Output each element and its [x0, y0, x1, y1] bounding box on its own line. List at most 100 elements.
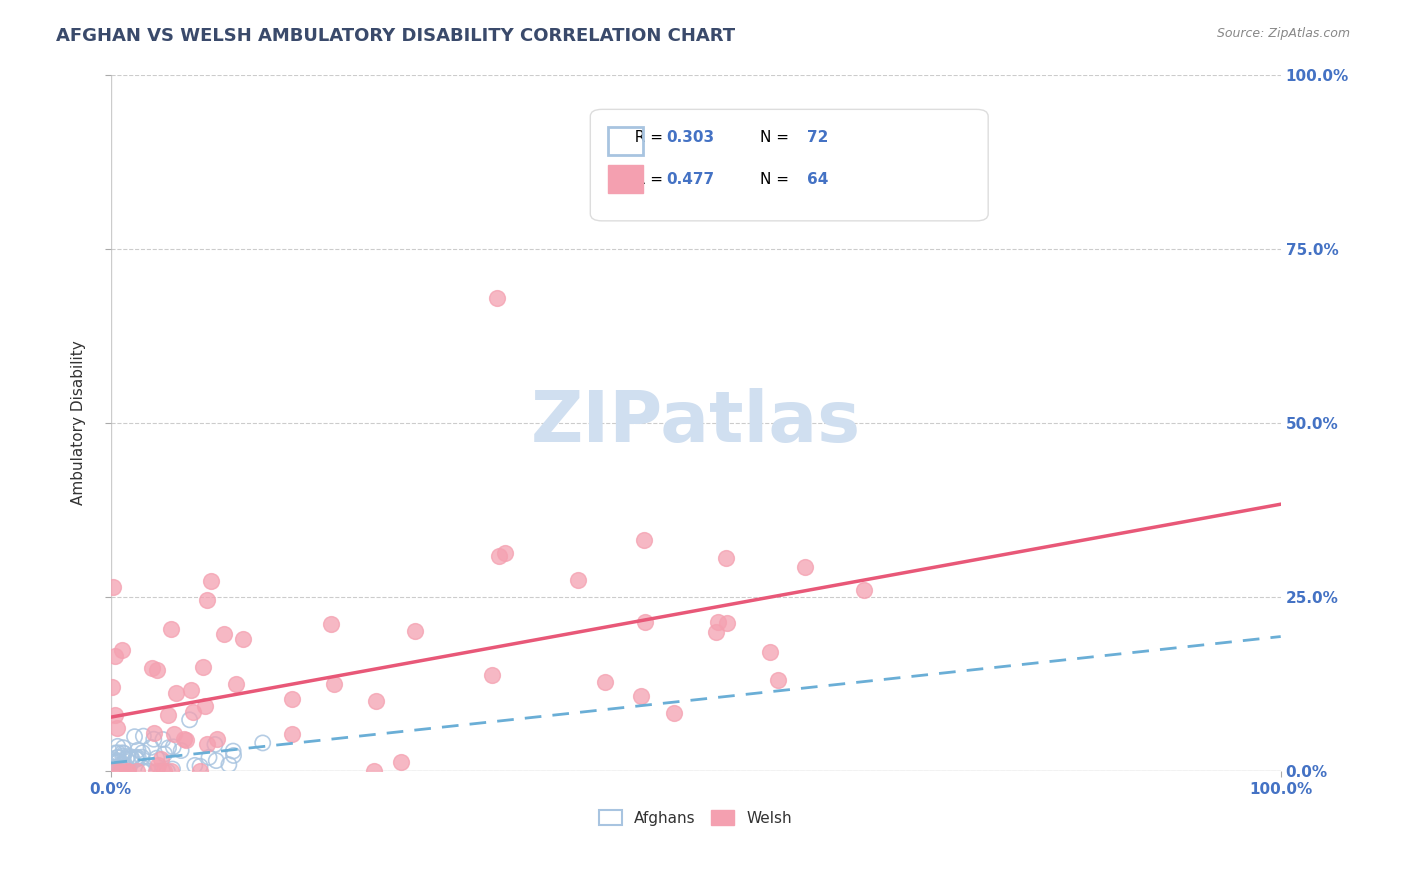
Text: R =: R = [626, 130, 668, 145]
Text: 64: 64 [807, 172, 828, 187]
Point [104, 754, 127, 768]
Point [120, 749, 142, 764]
Point [143, 726, 166, 740]
Point [100, 764, 122, 779]
Point [759, 645, 782, 659]
Point [146, 751, 169, 765]
Point [112, 740, 135, 755]
Point [101, 764, 124, 779]
Point [111, 643, 134, 657]
Point [104, 746, 127, 760]
Point [150, 752, 173, 766]
Point [194, 698, 217, 713]
Text: 0.303: 0.303 [666, 130, 714, 145]
Point [131, 750, 153, 764]
Point [145, 764, 167, 779]
Point [662, 706, 685, 720]
Point [112, 764, 135, 779]
Point [107, 764, 129, 779]
Point [222, 748, 245, 763]
Point [107, 750, 129, 764]
Point [716, 615, 738, 630]
Point [107, 755, 129, 769]
Point [125, 752, 148, 766]
Point [115, 764, 138, 779]
Point [145, 663, 167, 677]
Text: AFGHAN VS WELSH AMBULATORY DISABILITY CORRELATION CHART: AFGHAN VS WELSH AMBULATORY DISABILITY CO… [56, 27, 735, 45]
Point [152, 764, 174, 778]
Point [125, 752, 148, 766]
Point [280, 727, 302, 741]
Point [485, 291, 508, 305]
Point [156, 707, 179, 722]
Point [322, 677, 344, 691]
Point [127, 743, 149, 757]
Point [188, 759, 211, 773]
Point [153, 747, 176, 761]
Legend: Afghans, Welsh: Afghans, Welsh [592, 802, 800, 833]
Point [117, 749, 139, 764]
Point [153, 764, 176, 779]
Point [200, 574, 222, 588]
Point [127, 764, 149, 779]
Point [714, 550, 737, 565]
Point [794, 560, 817, 574]
Point [321, 617, 343, 632]
Point [766, 673, 789, 688]
Point [107, 739, 129, 754]
Text: 72: 72 [807, 130, 828, 145]
Point [104, 764, 127, 779]
Point [132, 764, 155, 779]
Point [101, 580, 124, 594]
Point [225, 676, 247, 690]
Point [108, 764, 131, 779]
Point [105, 756, 128, 770]
Point [706, 615, 728, 629]
Point [101, 764, 124, 779]
Point [142, 732, 165, 747]
Text: R =: R = [626, 172, 668, 187]
Point [146, 758, 169, 772]
Point [170, 743, 193, 757]
Point [165, 685, 187, 699]
Point [195, 593, 218, 607]
Point [188, 764, 211, 779]
Point [704, 625, 727, 640]
Point [101, 680, 124, 694]
Point [121, 752, 143, 766]
Point [141, 660, 163, 674]
Text: ZIPatlas: ZIPatlas [530, 388, 860, 458]
Text: N =: N = [761, 130, 794, 145]
Point [103, 764, 125, 779]
Point [389, 756, 412, 770]
Point [107, 754, 129, 768]
Point [117, 764, 139, 779]
Point [120, 752, 142, 766]
Point [132, 764, 155, 779]
Point [115, 764, 138, 779]
Point [162, 762, 184, 776]
Point [195, 737, 218, 751]
Point [111, 749, 134, 764]
FancyBboxPatch shape [607, 165, 643, 193]
Point [222, 744, 245, 758]
Point [127, 751, 149, 765]
Point [179, 713, 201, 727]
Point [404, 624, 426, 638]
Point [111, 746, 134, 760]
Text: 0.477: 0.477 [666, 172, 714, 187]
Point [138, 764, 160, 779]
Point [181, 706, 204, 720]
Point [131, 761, 153, 775]
Point [115, 764, 138, 779]
Point [162, 739, 184, 754]
Point [111, 762, 134, 776]
Point [157, 740, 180, 755]
Point [363, 764, 385, 779]
Text: Source: ZipAtlas.com: Source: ZipAtlas.com [1216, 27, 1350, 40]
FancyBboxPatch shape [591, 110, 988, 221]
Point [104, 648, 127, 663]
Point [180, 682, 202, 697]
Point [159, 764, 181, 779]
Point [105, 764, 128, 779]
